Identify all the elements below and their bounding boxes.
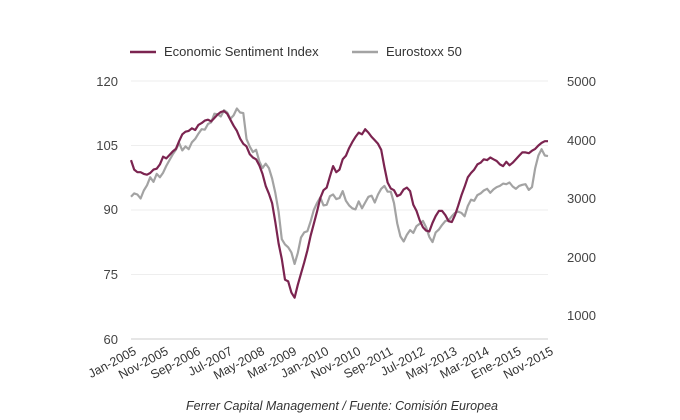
source-caption: Ferrer Capital Management / Fuente: Comi…	[186, 399, 498, 413]
y-right-tick-1000: 1000	[567, 308, 596, 323]
y-left-tick-75: 75	[104, 267, 118, 282]
y-axis-left: 120 105 90 75 60	[96, 74, 118, 347]
y-left-tick-120: 120	[96, 74, 118, 89]
series-line-economic-sentiment-index	[129, 109, 548, 299]
series-layer	[129, 107, 549, 299]
y-left-tick-105: 105	[96, 138, 118, 153]
y-right-tick-2000: 2000	[567, 250, 596, 265]
y-left-tick-60: 60	[104, 332, 118, 347]
x-axis: Jan-2005Nov-2005Sep-2006Jul-2007May-2008…	[86, 344, 556, 382]
legend-label-esi: Economic Sentiment Index	[164, 44, 319, 59]
series-line-eurostoxx-50	[130, 107, 549, 265]
legend: Economic Sentiment Index Eurostoxx 50	[130, 44, 462, 59]
y-right-tick-5000: 5000	[567, 74, 596, 89]
gridlines	[131, 80, 548, 340]
y-left-tick-90: 90	[104, 202, 118, 217]
y-right-tick-3000: 3000	[567, 191, 596, 206]
y-right-tick-4000: 4000	[567, 133, 596, 148]
legend-label-eurostoxx: Eurostoxx 50	[386, 44, 462, 59]
y-axis-right: 5000 4000 3000 2000 1000	[567, 74, 596, 323]
